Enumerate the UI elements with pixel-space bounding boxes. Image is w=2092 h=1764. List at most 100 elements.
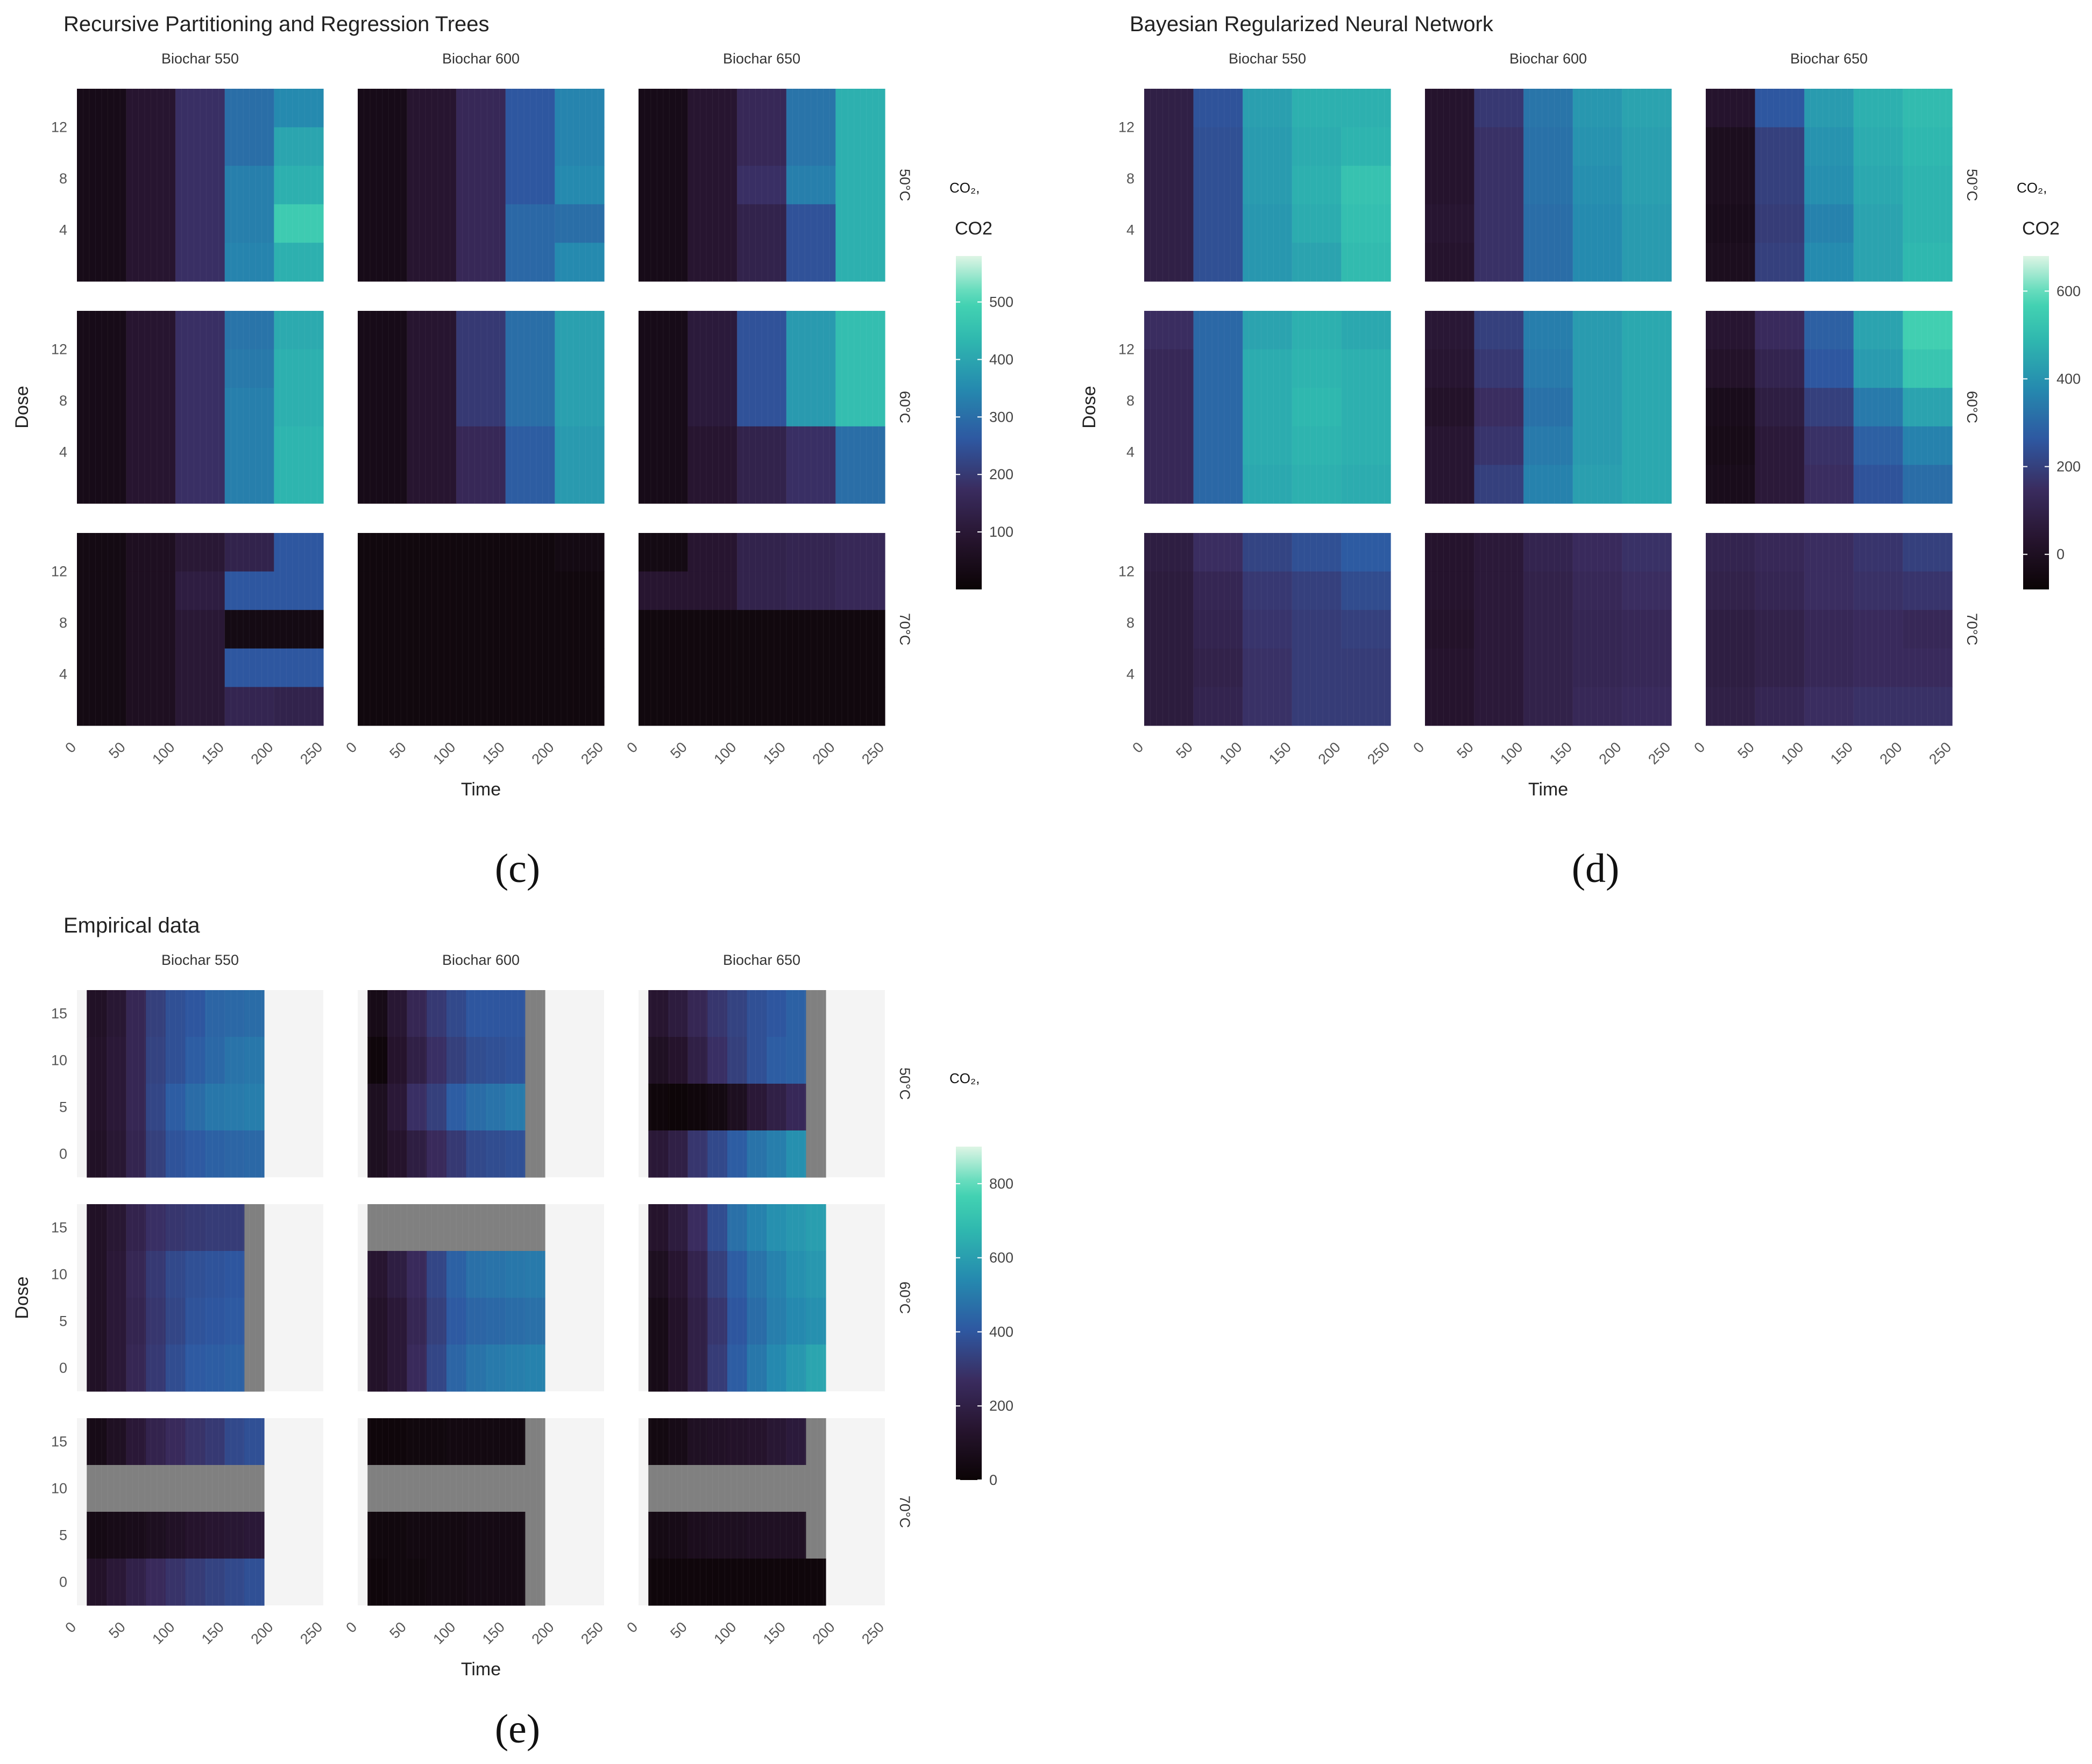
heatmap-cell [727, 1130, 748, 1178]
heatmap-cell [126, 1418, 146, 1466]
heatmap-cell [786, 127, 836, 166]
heatmap-cell [1144, 166, 1194, 205]
heatmap-cell [274, 571, 324, 610]
heatmap-cell [1243, 533, 1293, 572]
heatmap-cell [1193, 243, 1243, 282]
heatmap-cell [175, 648, 225, 687]
facet-2-2 [639, 1418, 885, 1606]
heatmap-cell [1755, 89, 1805, 128]
heatmap-cell [639, 533, 689, 572]
heatmap-cell [407, 1512, 427, 1559]
heatmap-cell [367, 1465, 388, 1512]
x-axis-label: Time [461, 779, 501, 800]
heatmap-cell [668, 1345, 689, 1392]
heatmap-cell [1144, 426, 1194, 465]
y-tick-label: 12 [51, 342, 67, 358]
heatmap-cell [244, 1084, 265, 1131]
heatmap-cell [77, 648, 127, 687]
heatmap-cell [555, 533, 605, 572]
heatmap-cell [486, 1345, 506, 1392]
heatmap-cell [687, 1204, 708, 1251]
heatmap-cell [1572, 571, 1622, 610]
heatmap-cell [1523, 388, 1573, 427]
heatmap-cell [274, 204, 324, 243]
heatmap-cell [224, 127, 274, 166]
heatmap-cell [648, 1298, 669, 1345]
heatmap-cell [107, 1251, 127, 1298]
heatmap-cell [786, 166, 836, 205]
heatmap-cell [185, 1204, 205, 1251]
heatmap-cell [1572, 311, 1622, 350]
facet-column-label: Biochar 650 [723, 952, 800, 968]
heatmap-cell [737, 243, 787, 282]
heatmap-cell [224, 571, 274, 610]
heatmap-cell [555, 349, 605, 388]
heatmap-cell [107, 1037, 127, 1084]
heatmap-cell [126, 533, 176, 572]
heatmap-cell [185, 1559, 205, 1606]
heatmap-cell [1425, 610, 1475, 649]
heatmap-cell [77, 426, 127, 465]
heatmap-cell [387, 1559, 408, 1606]
heatmap-cell [1523, 426, 1573, 465]
heatmap-cell [835, 89, 885, 128]
heatmap-cell [1572, 465, 1622, 504]
heatmap-cell [205, 1345, 225, 1392]
heatmap-cell [687, 1130, 708, 1178]
heatmap-cell [358, 349, 408, 388]
heatmap-cell [407, 533, 457, 572]
heatmap-cell [1474, 89, 1524, 128]
heatmap-cell [1144, 204, 1194, 243]
heatmap-cell [126, 243, 176, 282]
heatmap-cell [505, 1418, 526, 1466]
heatmap-cell [1804, 533, 1854, 572]
x-tick-label: 50 [386, 1619, 409, 1641]
heatmap-cell [1622, 166, 1672, 205]
heatmap-cell [786, 465, 836, 504]
heatmap-cell [1474, 533, 1524, 572]
heatmap-cell [505, 89, 555, 128]
y-tick-label: 15 [51, 1006, 67, 1022]
x-tick-label: 150 [1266, 739, 1294, 767]
heatmap-cell [165, 1298, 186, 1345]
x-tick-label: 150 [479, 1619, 508, 1647]
heatmap-cell [244, 1130, 265, 1178]
x-tick-label: 150 [1547, 739, 1575, 767]
heatmap-cell [165, 1418, 186, 1466]
heatmap-cell [1425, 571, 1475, 610]
facet-2-2 [639, 533, 885, 726]
legend-tick-label: 400 [989, 351, 1013, 367]
heatmap-cell [1341, 571, 1391, 610]
heatmap-cell [407, 1298, 427, 1345]
y-tick-label: 15 [51, 1434, 67, 1450]
legend-unit: CO₂, [949, 180, 980, 196]
heatmap-cell [358, 166, 408, 205]
heatmap-cell [1474, 465, 1524, 504]
heatmap-cell [737, 533, 787, 572]
heatmap-cell [274, 648, 324, 687]
heatmap-cell [1853, 204, 1903, 243]
x-tick-label: 150 [1827, 739, 1856, 767]
heatmap-cell [126, 610, 176, 649]
heatmap-cell [87, 1251, 107, 1298]
heatmap-cell [466, 1418, 486, 1466]
heatmap-cell [456, 204, 506, 243]
heatmap-cell [185, 1418, 205, 1466]
heatmap-cell [358, 687, 408, 726]
heatmap-cell [1243, 687, 1293, 726]
heatmap-cell [1474, 349, 1524, 388]
heatmap-cell [727, 1037, 748, 1084]
heatmap-cell [387, 1345, 408, 1392]
heatmap-cell [274, 311, 324, 350]
heatmap-cell [446, 1465, 467, 1512]
heatmap-cell [1193, 89, 1243, 128]
heatmap-cell [456, 243, 506, 282]
heatmap-cell [505, 1298, 526, 1345]
heatmap-cell [639, 687, 689, 726]
heatmap-cell [205, 1465, 225, 1512]
heatmap-cell [387, 1251, 408, 1298]
facet-column-label: Biochar 600 [1509, 51, 1587, 67]
heatmap-cell [205, 1037, 225, 1084]
heatmap-cell [1804, 426, 1854, 465]
heatmap-cell [274, 533, 324, 572]
